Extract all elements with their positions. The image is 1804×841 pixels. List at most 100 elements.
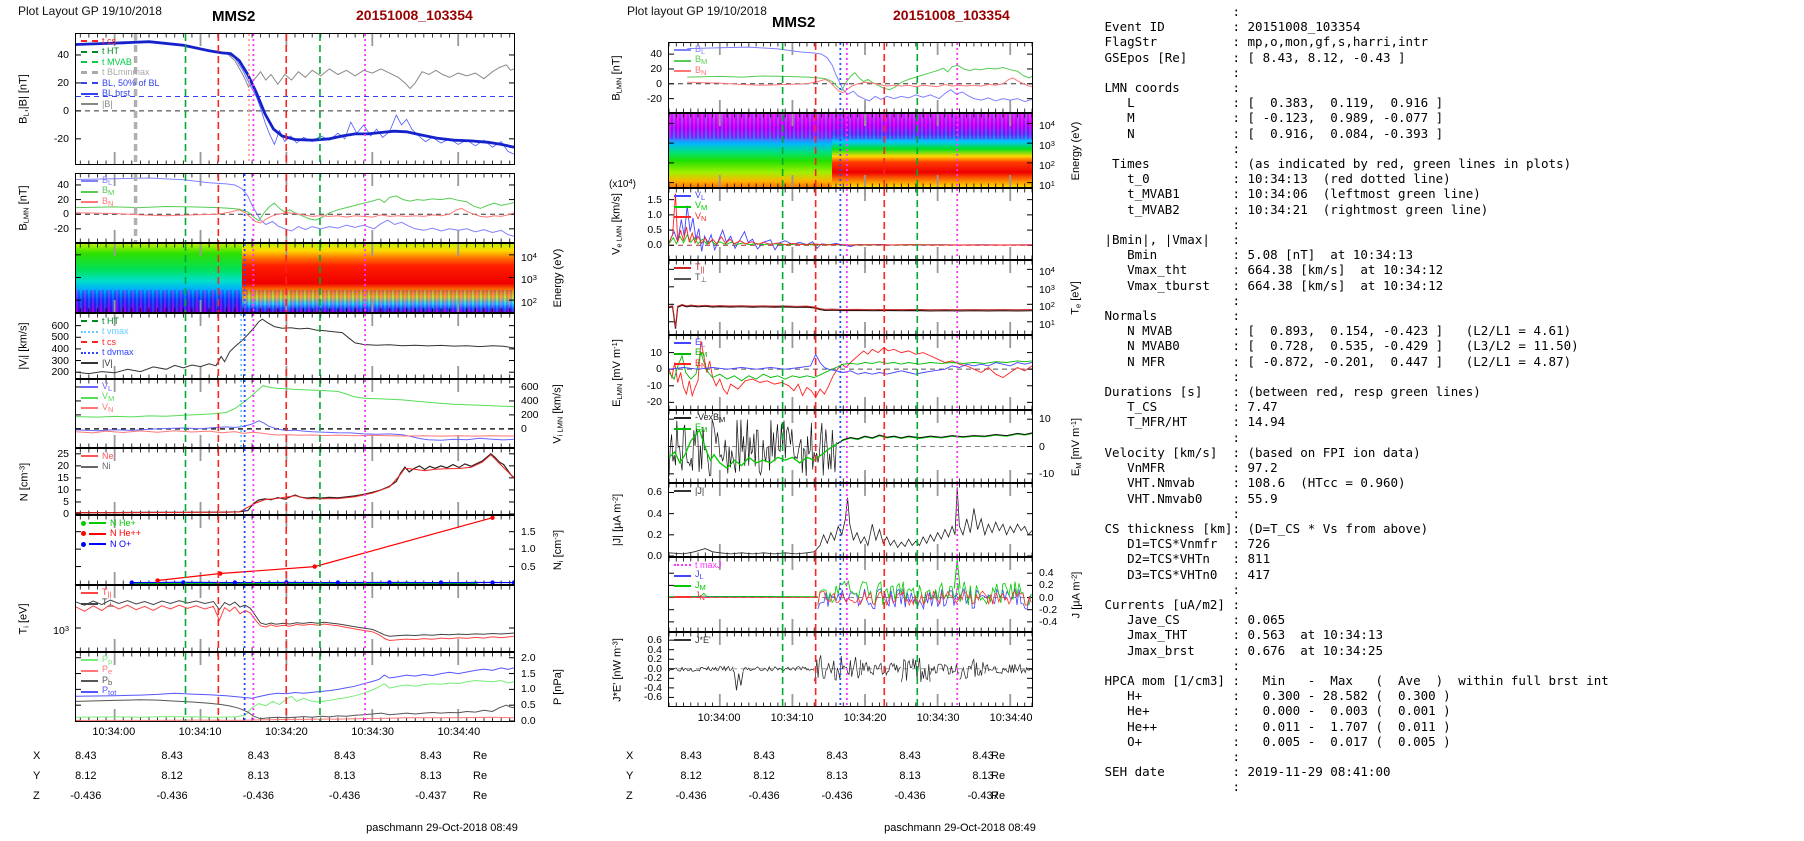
legend-label: T||: [695, 261, 705, 274]
y-axis-label: Ti [eV]: [17, 602, 31, 635]
b-lmn-panel-b-m: [687, 64, 1032, 92]
spectrogram-noise: [76, 290, 514, 312]
y-tick-label: 40: [57, 178, 69, 191]
legend-label: BL, 50% of BL: [102, 77, 160, 88]
density-panel-n-ion: [76, 453, 514, 514]
legend-label: BL brst: [102, 88, 131, 99]
y-tick-label: 1.0: [647, 208, 662, 221]
position-value: 8.12: [75, 770, 97, 782]
y-tick-label: 102: [1039, 300, 1055, 314]
legend-entry: BM: [674, 55, 707, 66]
b-lmn-panel-b-l: [687, 46, 1032, 103]
y-tick-label: 0.6: [647, 486, 662, 499]
y-tick-label: -20: [646, 92, 662, 105]
y-tick-label: 500: [51, 331, 69, 344]
legend-entry: J*E': [674, 635, 711, 646]
y-axis-label: Energy (eV): [1070, 121, 1082, 180]
legend-entry: |J|: [674, 486, 704, 497]
left-pressure-panel: 2.0 1.5 1.0 0.5 0.0 P [nPa] Pp Pe Pb Ptot: [75, 652, 564, 727]
current-magnitude-panel-plot: [669, 484, 1032, 556]
j-dot-e-panel-jdote-1: [669, 665, 734, 672]
time-tick-label: 10:34:00: [92, 726, 136, 738]
legend-label: N O+: [110, 538, 132, 549]
y-tick-label: 10: [650, 346, 662, 359]
position-unit: Re: [473, 770, 488, 782]
b-lmn-panel-plot: [76, 174, 514, 242]
legend-label: Ni: [102, 461, 111, 472]
y-axis-label: N [cm-3]: [17, 462, 31, 501]
b-lmn-panel-legend: BL BM BN: [674, 44, 707, 77]
legend-entry: VN: [674, 210, 707, 223]
legend-line-sample: [81, 602, 98, 605]
legend-entry: T⊥: [674, 272, 708, 285]
middle-footer: paschmann 29-Oct-2018 08:49: [884, 822, 1036, 834]
legend-line-sample: [89, 543, 106, 546]
ion-speed-panel-plot: [76, 314, 514, 378]
time-tick-label: 10:34:40: [989, 712, 1033, 724]
position-unit: Re: [473, 790, 488, 802]
y-tick-label: 0: [63, 104, 69, 117]
y-tick-label: 0: [63, 508, 69, 520]
electron-velocity-panel-legend: VL VM VN: [674, 190, 708, 223]
legend-entry: T||: [81, 587, 114, 599]
position-value: 8.43: [826, 750, 848, 762]
legend-label: VL: [102, 380, 113, 393]
y-tick-label: 102: [521, 296, 537, 310]
j-dot-e-panel-legend: J*E': [674, 635, 711, 646]
y-tick-label: 1.0: [521, 543, 536, 556]
exb-comparison-panel-em-green: [669, 428, 1032, 470]
legend-label: t cs: [102, 35, 117, 46]
legend-label: JN: [695, 590, 705, 603]
position-value: -0.436: [242, 790, 274, 802]
legend-entry: VN: [81, 401, 114, 414]
time-tick-label: 10:34:10: [770, 712, 814, 724]
j-dot-e-panel-jdote-5: [861, 661, 901, 677]
legend-label: VN: [102, 401, 114, 414]
legend-label: VN: [695, 210, 707, 223]
legend-entry: N O+: [81, 539, 141, 550]
legend-label: |B|: [102, 98, 113, 109]
legend-line-sample: [81, 465, 98, 468]
y-tick-label: 0.4: [1039, 567, 1054, 580]
legend-label: VM: [695, 200, 708, 213]
legend-label: Ptot: [102, 685, 117, 698]
legend-label: t HT: [102, 315, 119, 326]
y-tick-label: 600: [521, 380, 539, 393]
y-tick-label: 20: [57, 193, 69, 206]
legend-label: t vmax: [102, 326, 129, 337]
minor-ion-density-panel-legend: N He+ N He++ N O+: [81, 518, 141, 550]
y-tick-label: 0: [521, 422, 527, 435]
legend-line-sample: [674, 70, 691, 73]
y-tick-label: 101: [1039, 178, 1055, 192]
position-value: 8.43: [899, 750, 921, 762]
legend-entry: EM: [674, 423, 725, 434]
legend-label: VM: [102, 391, 115, 404]
y-tick-label: 15: [57, 471, 69, 484]
y-tick-label: 103: [521, 273, 537, 287]
position-value: -0.437: [967, 790, 999, 802]
middle-current-magnitude-panel: 0.6 0.4 0.2 0.0 |J| [µA m-2] |J|: [611, 483, 1033, 562]
legend-entry: t HT: [81, 47, 160, 58]
b-lmn-panel-plot: [669, 43, 1032, 112]
density-panel-plot: [76, 449, 514, 514]
ion-speed-panel-v-magnitude: [76, 318, 514, 375]
electron-energy-spectrogram-plot: [669, 114, 1032, 187]
pressure-panel-p-proton: [76, 679, 514, 718]
y-tick-label: 200: [51, 366, 69, 379]
legend-entry: t HT: [81, 316, 134, 327]
electron-spectrogram-left: [669, 114, 833, 187]
position-row-label: Z: [626, 790, 633, 802]
legend-entry: BN: [81, 196, 114, 208]
current-magnitude-panel-j-magnitude: [669, 487, 1032, 555]
position-unit: Re: [991, 790, 1006, 802]
legend-entry: t BLminmax: [81, 68, 160, 79]
y-tick-label: -10: [1039, 467, 1055, 480]
legend-line-sample: [81, 40, 98, 43]
middle-exb-comparison-panel: 10 0 -10 EM [mV m-1] -VexBM EM: [668, 410, 1083, 483]
j-dot-e-panel-jdote-8: [959, 658, 985, 680]
legend-label: T⊥: [695, 272, 708, 285]
y-tick-label: 0.0: [647, 239, 662, 252]
left-ion-temperature-panel: 103 Ti [eV] T|| T⊥: [18, 585, 515, 652]
position-row-label: Y: [33, 770, 41, 782]
position-unit: Re: [991, 770, 1006, 782]
